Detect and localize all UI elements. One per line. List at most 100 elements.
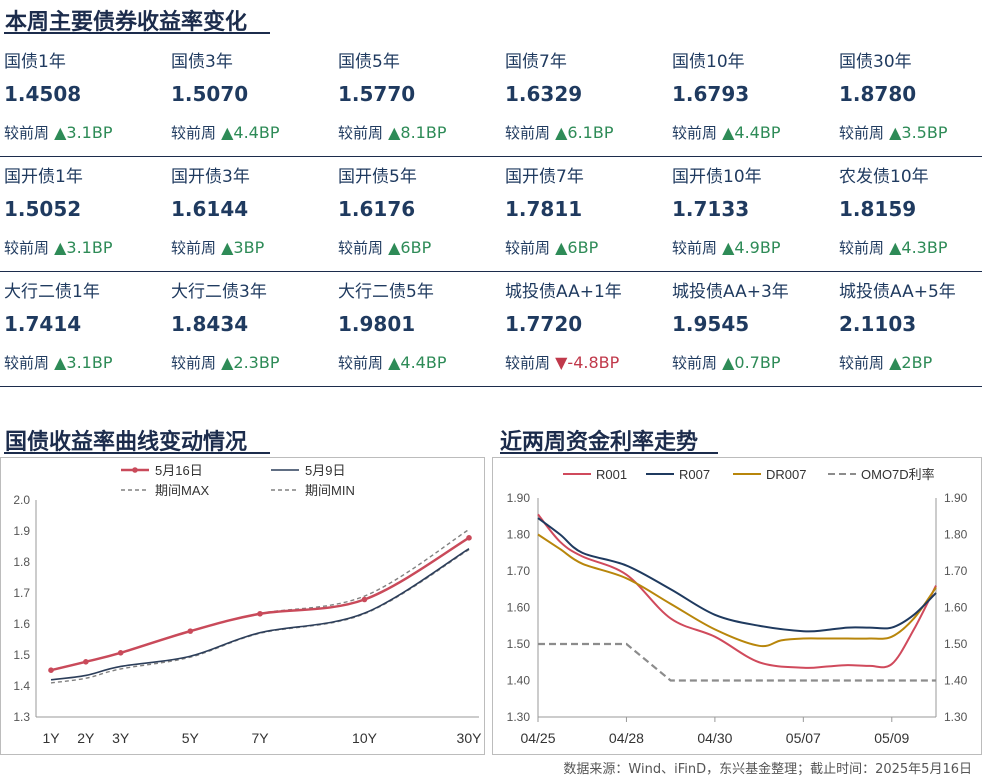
curve-chart-frame: 1.3 1.4 1.5 1.6 1.7 1.8 1.9 2.0 1Y 2Y 3Y 5Y 7Y 10Y 30Y… bbox=[0, 457, 485, 755]
change-prefix: 较前周 bbox=[338, 354, 384, 372]
y-tick-label-right: 1.50 bbox=[944, 637, 968, 651]
x-tick-label: 05/07 bbox=[786, 730, 821, 746]
bond-name: 大行二债3年 bbox=[171, 282, 267, 302]
bond-name: 国债30年 bbox=[839, 52, 912, 72]
x-tick-label: 04/25 bbox=[520, 730, 555, 746]
change-prefix: 较前周 bbox=[839, 239, 885, 257]
y-tick-label: 1.8 bbox=[13, 555, 30, 569]
x-tick-label: 30Y bbox=[457, 730, 483, 746]
change-prefix: 较前周 bbox=[171, 354, 217, 372]
change-prefix: 较前周 bbox=[4, 124, 50, 142]
series-line bbox=[50, 528, 470, 671]
x-tick-label: 05/09 bbox=[874, 730, 909, 746]
bond-yield-value: 1.4508 bbox=[4, 82, 82, 106]
yield-card: 农发债10年 1.8159 较前周 ▲4.3BP bbox=[835, 157, 982, 271]
bond-name: 大行二债1年 bbox=[4, 282, 100, 302]
x-tick-label: 2Y bbox=[77, 730, 95, 746]
yield-card: 国开债5年 1.6176 较前周 ▲6BP bbox=[334, 157, 501, 271]
change-bp-value: ▲4.4BP bbox=[221, 123, 280, 142]
bond-name: 国债10年 bbox=[672, 52, 745, 72]
x-tick-label: 7Y bbox=[251, 730, 269, 746]
yield-card: 国债5年 1.5770 较前周 ▲8.1BP bbox=[334, 42, 501, 156]
bond-name: 国开债1年 bbox=[4, 167, 83, 187]
legend-label: 5月9日 bbox=[305, 463, 345, 478]
y-tick-label-right: 1.60 bbox=[944, 601, 968, 615]
data-source-footer: 数据来源：Wind、iFinD，东兴基金整理；截止时间：2025年5月16日 bbox=[563, 762, 972, 777]
weekly-change: 较前周 ▲6.1BP bbox=[505, 122, 613, 143]
change-prefix: 较前周 bbox=[672, 239, 718, 257]
yield-card: 国债1年 1.4508 较前周 ▲3.1BP bbox=[0, 42, 167, 156]
y-tick-label-left: 1.50 bbox=[507, 637, 531, 651]
change-prefix: 较前周 bbox=[171, 239, 217, 257]
change-prefix: 较前周 bbox=[338, 124, 384, 142]
bond-name: 国开债5年 bbox=[338, 167, 417, 187]
weekly-change: 较前周 ▲4.3BP bbox=[839, 237, 947, 258]
change-prefix: 较前周 bbox=[672, 124, 718, 142]
weekly-change: 较前周 ▲3BP bbox=[171, 237, 264, 258]
bond-name: 国开债7年 bbox=[505, 167, 584, 187]
curve-chart-title: 国债收益率曲线变动情况 bbox=[5, 430, 248, 455]
x-tick-label: 10Y bbox=[352, 730, 378, 746]
yield-card: 城投债AA+5年 2.1103 较前周 ▲2BP bbox=[835, 272, 982, 386]
y-tick-label: 2.0 bbox=[13, 493, 30, 507]
bond-yield-value: 1.7720 bbox=[505, 312, 583, 336]
bond-name: 国开债10年 bbox=[672, 167, 762, 187]
weekly-change: 较前周 ▲2.3BP bbox=[171, 352, 279, 373]
x-tick-label: 1Y bbox=[42, 730, 60, 746]
funding-chart: 1.30 1.30 1.40 1.40 1.50 1.50 1.60 1.60 1.70 1.70… bbox=[507, 467, 968, 746]
weekly-title-underline bbox=[4, 32, 270, 34]
bond-name: 国开债3年 bbox=[171, 167, 250, 187]
weekly-change: 较前周 ▲3.1BP bbox=[4, 237, 112, 258]
series-line bbox=[537, 513, 937, 669]
weekly-change: 较前周 ▲0.7BP bbox=[672, 352, 780, 373]
yield-card: 国债7年 1.6329 较前周 ▲6.1BP bbox=[501, 42, 668, 156]
y-tick-label-left: 1.90 bbox=[507, 491, 531, 505]
change-bp-value: ▲3.1BP bbox=[54, 238, 113, 257]
series-line bbox=[537, 517, 937, 633]
bond-yield-value: 1.5070 bbox=[171, 82, 249, 106]
x-tick-label: 5Y bbox=[182, 730, 200, 746]
bond-name: 农发债10年 bbox=[839, 167, 929, 187]
curve-chart: 1.3 1.4 1.5 1.6 1.7 1.8 1.9 2.0 1Y 2Y 3Y 5Y 7Y 10Y 30Y… bbox=[13, 463, 483, 746]
yield-card: 国债10年 1.6793 较前周 ▲4.4BP bbox=[668, 42, 835, 156]
change-prefix: 较前周 bbox=[505, 124, 551, 142]
change-prefix: 较前周 bbox=[839, 354, 885, 372]
data-point bbox=[117, 650, 124, 656]
weekly-change: 较前周 ▲8.1BP bbox=[338, 122, 446, 143]
y-tick-label-right: 1.70 bbox=[944, 564, 968, 578]
y-tick-label-left: 1.30 bbox=[507, 710, 531, 724]
yield-card: 城投债AA+1年 1.7720 较前周 ▼-4.8BP bbox=[501, 272, 668, 386]
bond-yield-value: 1.6176 bbox=[338, 197, 416, 221]
change-prefix: 较前周 bbox=[839, 124, 885, 142]
yield-card: 大行二债1年 1.7414 较前周 ▲3.1BP bbox=[0, 272, 167, 386]
bond-yield-value: 1.9545 bbox=[672, 312, 750, 336]
weekly-change: 较前周 ▲2BP bbox=[839, 352, 932, 373]
change-prefix: 较前周 bbox=[171, 124, 217, 142]
legend-marker bbox=[132, 467, 138, 473]
yield-card: 大行二债5年 1.9801 较前周 ▲4.4BP bbox=[334, 272, 501, 386]
change-bp-value: ▲2.3BP bbox=[221, 353, 280, 372]
change-bp-value: ▲4.4BP bbox=[722, 123, 781, 142]
bond-yield-value: 1.8780 bbox=[839, 82, 917, 106]
change-prefix: 较前周 bbox=[4, 354, 50, 372]
series-line bbox=[537, 533, 937, 648]
y-tick-label: 1.6 bbox=[13, 617, 30, 631]
bond-name: 国债1年 bbox=[4, 52, 66, 72]
weekly-yield-title: 本周主要债券收益率变化 bbox=[5, 10, 248, 35]
bond-yield-value: 1.6329 bbox=[505, 82, 583, 106]
yield-card: 国开债1年 1.5052 较前周 ▲3.1BP bbox=[0, 157, 167, 271]
bond-name: 国债5年 bbox=[338, 52, 400, 72]
data-point bbox=[257, 610, 263, 617]
weekly-change: 较前周 ▲3.1BP bbox=[4, 122, 112, 143]
y-tick-label-right: 1.80 bbox=[944, 528, 968, 542]
data-point bbox=[83, 659, 89, 665]
y-tick-label: 1.3 bbox=[13, 710, 30, 724]
y-tick-label: 1.9 bbox=[13, 524, 30, 538]
legend-label: R007 bbox=[679, 467, 710, 482]
legend-label: 期间MAX bbox=[155, 483, 210, 498]
yield-card: 国开债3年 1.6144 较前周 ▲3BP bbox=[167, 157, 334, 271]
weekly-change: 较前周 ▲3.5BP bbox=[839, 122, 947, 143]
data-point bbox=[48, 667, 54, 673]
weekly-change: 较前周 ▲4.4BP bbox=[338, 352, 446, 373]
weekly-change: 较前周 ▲4.4BP bbox=[171, 122, 279, 143]
